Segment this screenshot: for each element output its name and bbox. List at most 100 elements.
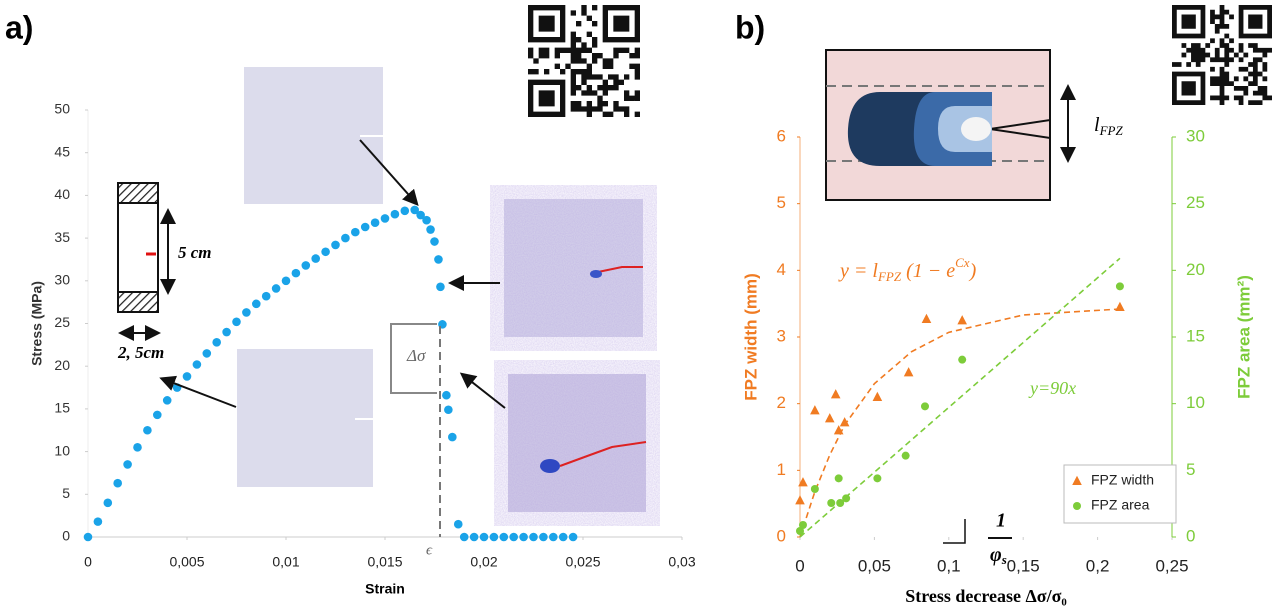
- annotation: 5 cm: [178, 243, 212, 262]
- data-point: [430, 237, 439, 246]
- data-point: [232, 317, 241, 327]
- data-point: [442, 390, 451, 400]
- eq-part: FPZ: [877, 269, 902, 284]
- specimen: [117, 182, 159, 313]
- y-tick-label: 6: [777, 126, 786, 145]
- data-point: [459, 532, 469, 542]
- data-point: [824, 413, 835, 423]
- qr-code: [528, 5, 640, 117]
- y-axis-title: FPZ width (mm): [741, 273, 760, 400]
- data-point: [93, 517, 103, 526]
- data-point: [830, 389, 841, 399]
- slope-triangle: [943, 519, 966, 544]
- data-point: [798, 477, 808, 487]
- data-point: [291, 268, 301, 278]
- data-point: [529, 532, 538, 542]
- x-tick-label: 0,2: [1086, 556, 1110, 575]
- data-point: [182, 372, 192, 381]
- data-point: [133, 443, 142, 452]
- y-tick-label: 10: [54, 442, 70, 458]
- data-point: [281, 276, 291, 286]
- data-point: [921, 313, 932, 323]
- dic-image: [237, 349, 373, 487]
- x-tick-label: 0,005: [169, 554, 204, 570]
- y-tick-label: 4: [777, 260, 786, 279]
- fit-equation: y=90x: [1028, 378, 1076, 398]
- y2-tick-label: 10: [1186, 393, 1205, 412]
- data-point: [222, 327, 231, 337]
- dic-noise: [508, 374, 646, 512]
- y-tick-label: 45: [54, 143, 70, 159]
- data-point: [242, 308, 251, 317]
- annotation: 2, 5cm: [117, 343, 164, 362]
- data-point: [539, 532, 548, 542]
- y-tick-label: 50: [54, 101, 70, 117]
- y-tick-label: 5: [777, 193, 786, 212]
- y-tick-label: 25: [54, 314, 70, 330]
- data-point: [103, 498, 113, 508]
- x-tick-label: 0: [795, 556, 804, 575]
- data-point: [311, 254, 321, 263]
- data-point: [839, 417, 850, 427]
- x-tick-label: 0,25: [1155, 556, 1188, 575]
- data-point: [834, 474, 843, 483]
- data-point: [153, 410, 162, 420]
- data-point: [810, 485, 819, 493]
- data-point: [1115, 301, 1125, 311]
- panel-label: b): [735, 9, 765, 45]
- data-point: [842, 494, 851, 503]
- x-tick-label: 0,1: [937, 556, 961, 575]
- data-point: [436, 282, 445, 292]
- y2-tick-label: 0: [1186, 526, 1195, 545]
- eq-part: y = l: [838, 260, 878, 282]
- data-point: [558, 532, 568, 542]
- annotation: Δσ: [406, 346, 426, 365]
- eq-part: (1 − e: [901, 260, 955, 282]
- data-point: [351, 227, 360, 237]
- data-point: [903, 367, 914, 377]
- y-tick-label: 1: [777, 460, 786, 479]
- data-point: [271, 284, 281, 293]
- data-point: [202, 349, 212, 358]
- data-point: [123, 460, 132, 469]
- data-point: [489, 532, 499, 542]
- data-point: [1115, 282, 1124, 291]
- data-point: [370, 218, 380, 228]
- data-point: [331, 240, 340, 250]
- label-part: l: [1094, 114, 1100, 136]
- legend-label: FPZ area: [1091, 497, 1150, 513]
- data-point: [795, 495, 805, 505]
- data-point: [212, 337, 221, 347]
- arrow: [159, 375, 237, 408]
- bracket: [390, 323, 437, 394]
- y2-axis-title: FPZ area (mm²): [1234, 275, 1253, 399]
- chart: b) 0 0,05 0,1 0,15 0,2 0,25 0 1 2 3 4 5 6 0 5 10 15 20 25 30…: [735, 9, 1253, 606]
- panel-a-decoration: 5 cm 2, 5cm Δσ ϵ: [117, 67, 647, 558]
- y-tick-label: 15: [54, 400, 70, 416]
- grip: [117, 291, 159, 313]
- data-point: [499, 532, 509, 542]
- eq-part: ): [969, 260, 977, 282]
- x-tick-label: 0,03: [668, 554, 695, 570]
- data-point: [143, 425, 152, 435]
- y-tick-label: 30: [54, 272, 70, 288]
- legend-box: [1063, 464, 1177, 524]
- y-tick-label: 40: [54, 186, 70, 202]
- crack: [559, 441, 647, 467]
- data-point: [434, 255, 443, 264]
- legend-marker: [1073, 502, 1081, 510]
- data-point: [469, 532, 479, 542]
- x-axis-title: Stress decrease Δσ/σ₀: [905, 586, 1067, 606]
- panel-b-decoration: lFPZ 1 φs y = lFPZ (1 − eCx) y=90x: [825, 49, 1123, 567]
- data-point: [113, 478, 122, 488]
- data-point: [568, 532, 578, 542]
- inset-label: lFPZ: [1094, 114, 1123, 138]
- data-point: [426, 225, 435, 234]
- data-point: [444, 405, 453, 415]
- x-tick-label: 0,015: [367, 554, 402, 570]
- data-point: [380, 214, 390, 223]
- data-point: [798, 521, 807, 529]
- y2-tick-label: 25: [1186, 193, 1205, 212]
- fit-equation: y = lFPZ (1 − eCx): [838, 255, 977, 284]
